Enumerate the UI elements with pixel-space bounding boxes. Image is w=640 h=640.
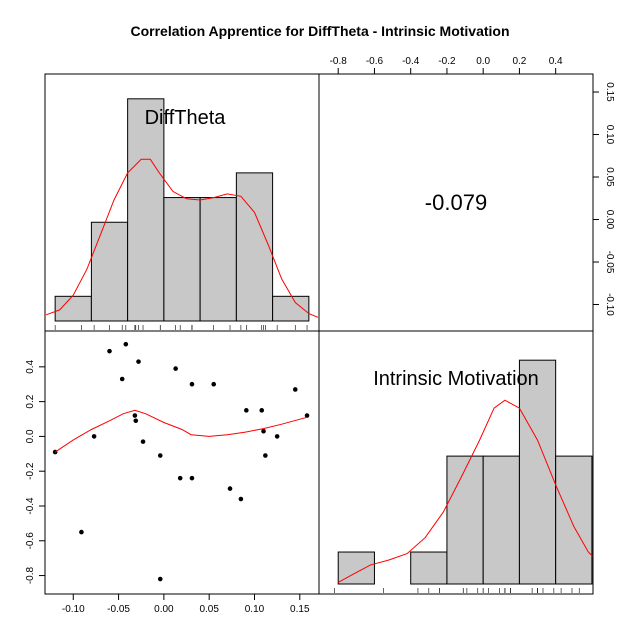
panel-border-br [318,330,594,595]
scatter-point [238,496,244,502]
y-axis-right-tick-label: 0.15 [604,82,615,102]
x-axis-bottom-tick-label: 0.05 [199,604,219,615]
scatter-point [244,408,249,413]
y-axis-right-tick-label: 0.05 [604,167,615,187]
x-axis-bottom-tick-label: 0.10 [245,604,265,615]
x-axis-top-tick-label: -0.4 [402,56,420,67]
scatter-point [177,475,183,481]
scatter-point [91,434,97,439]
y-axis-right-tick-label: 0.10 [604,125,615,145]
x-axis-top-tick-label: 0.2 [512,56,526,67]
scatter-point [304,413,310,418]
y-axis-right-tick-label: -0.05 [604,251,615,274]
scatter-point [259,408,265,413]
difftheta-hist-bar [163,197,201,322]
x-axis-bottom-tick-label: -0.05 [107,604,130,615]
x-axis-top-tick-label: -0.2 [438,56,456,67]
y-axis-left-tick-label: -0.2 [25,462,36,480]
x-axis-bottom-tick-label: 0.15 [290,604,310,615]
x-axis-bottom-tick-label: -0.10 [62,604,85,615]
panel-intrinsic-histogram [334,359,593,593]
scatter-point [211,381,217,387]
intrinsic-hist-bar [482,455,520,585]
scatter-point [123,341,129,347]
intrinsic-hist-bar [555,455,593,585]
y-axis-left-tick-label: 0.0 [25,429,36,443]
intrinsic-label: Intrinsic Motivation [373,368,539,390]
intrinsic-hist-bar [518,359,557,585]
difftheta-hist-bar [235,172,274,322]
scatter-point [292,387,298,392]
scatter-point [119,376,125,382]
y-axis-left-tick-label: -0.8 [25,567,36,585]
scatter-point [227,486,233,491]
intrinsic-hist-bar [446,455,484,585]
scatter-smooth-line [54,409,308,453]
scatter-point [107,348,112,354]
scatter-point [263,453,268,458]
difftheta-label: DiffTheta [145,107,227,129]
y-axis-left-tick-label: -0.4 [25,497,36,515]
panel-scatter [52,341,310,582]
difftheta-hist-bar [90,221,129,322]
correlation-value: -0.079 [425,190,487,215]
scatter-point [140,439,146,444]
x-axis-top-tick-label: -0.8 [330,56,348,67]
scatter-point [261,428,266,434]
y-axis-left-tick-label: 0.2 [25,394,36,408]
intrinsic-hist-bar [410,551,448,585]
scatter-point [274,434,280,439]
intrinsic-density-line [337,399,593,583]
panel-difftheta-histogram [45,98,319,330]
scatter-point [133,418,139,424]
y-axis-right-tick-label: -0.10 [604,293,615,316]
x-axis-top-tick-label: -0.6 [366,56,384,67]
y-axis-right-tick-label: 0.00 [604,210,615,230]
x-axis-top-tick-label: 0.4 [549,56,563,67]
difftheta-hist-bar [199,197,237,322]
scatter-point [189,381,195,387]
scatter-point [79,529,84,535]
y-axis-left-tick-label: -0.6 [25,532,36,550]
y-axis-left-tick-label: 0.4 [25,359,36,373]
pairs-grid: DiffTheta Intrinsic Motivation -0.079 -0.10… [25,56,615,615]
scatter-point [189,475,195,481]
difftheta-hist-bar [127,98,165,322]
x-axis-bottom-tick-label: 0.00 [154,604,174,615]
scatter-point [157,453,163,458]
x-axis-top-tick-label: 0.0 [476,56,490,67]
scatter-point [136,359,141,364]
scatter-point [132,413,138,418]
panel-border-bl [44,330,320,595]
scatter-point [157,576,163,582]
scatter-point [173,366,178,371]
difftheta-density-line [45,158,319,318]
chart-title: Correlation Apprentice for DiffTheta - I… [130,23,509,39]
